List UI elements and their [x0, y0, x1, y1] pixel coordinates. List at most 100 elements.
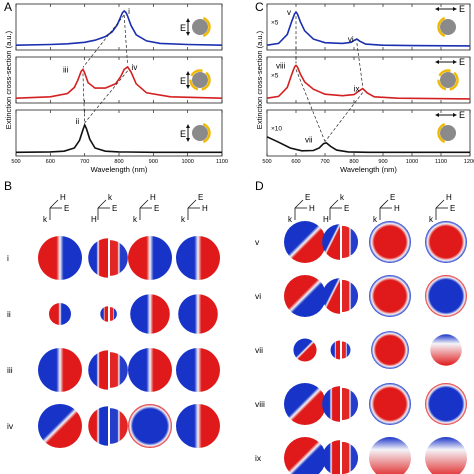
- orientation-icon-axis-label: E: [305, 193, 310, 202]
- x-tick-label: 700: [320, 159, 329, 165]
- x-tick-label: 800: [114, 159, 123, 165]
- orientation-icon-axis-z: [329, 199, 339, 209]
- peak-label: v: [287, 8, 291, 17]
- field-map-half: [88, 238, 108, 278]
- series-line: [15, 65, 223, 99]
- field-map-half: [110, 307, 117, 321]
- series-line: [266, 136, 470, 154]
- mode-connector: [82, 73, 86, 123]
- field-map-half: [342, 341, 351, 359]
- orientation-icon-axis-label: k: [288, 215, 293, 224]
- series-line: [15, 9, 223, 46]
- e-field-label: E: [459, 110, 465, 120]
- plot-frame: [266, 56, 471, 104]
- orientation-icon-axis-z: [187, 199, 197, 209]
- sphere-icon-shell: [202, 122, 211, 144]
- mode-row-label: v: [255, 237, 260, 247]
- mode-row-label: ii: [7, 309, 11, 319]
- peak-label: ii: [76, 117, 80, 126]
- series-line: [15, 122, 222, 154]
- field-map: [284, 275, 326, 317]
- series-line: [266, 10, 471, 47]
- orientation-icon-axis-label: E: [198, 193, 203, 202]
- panel-label-a: A: [4, 0, 12, 14]
- field-map: [284, 437, 326, 474]
- y-axis-label: Extinction cross-section (a.u.): [4, 30, 13, 129]
- mode-row-label: ix: [255, 453, 262, 463]
- e-field-label: E: [459, 4, 465, 14]
- mode-connector: [295, 69, 326, 142]
- orientation-icon-axis-label: H: [394, 204, 400, 213]
- mode-row-label: vii: [255, 345, 263, 355]
- field-map: [38, 348, 82, 392]
- field-map: [293, 338, 317, 362]
- field-map: [430, 334, 462, 366]
- orientation-icon-axis-z: [97, 199, 107, 209]
- sphere-icon-sphere: [192, 125, 208, 141]
- sphere-icon-shell: [202, 16, 211, 38]
- x-axis-label: Wavelength (nm): [91, 165, 148, 174]
- field-map-half: [322, 386, 340, 422]
- field-map: [38, 404, 82, 448]
- orientation-icon-axis-label: k: [133, 215, 138, 224]
- sphere-icon-sphere: [440, 19, 456, 35]
- orientation-icon-axis-label: E: [154, 204, 159, 213]
- orientation-icon-axis-label: k: [340, 193, 345, 202]
- field-map: [176, 236, 220, 280]
- chart-c: ×5 v vi E ×5 viii ix E ×10 vii E 500 600 700 800 900 100…: [255, 3, 474, 174]
- field-map: [128, 348, 172, 392]
- field-map: [369, 275, 411, 317]
- sphere-icon-sphere: [440, 125, 456, 141]
- peak-label: i: [128, 7, 130, 16]
- mode-row-label: iii: [7, 365, 13, 375]
- peak-label: viii: [276, 61, 286, 70]
- mode-connector: [82, 14, 125, 68]
- sphere-icon-shell: [437, 122, 446, 144]
- field-map-half: [110, 408, 128, 444]
- mode-row-label: i: [7, 253, 9, 263]
- orientation-icon-axis-label: E: [112, 204, 117, 213]
- field-map: [178, 294, 218, 334]
- peak-label: vii: [305, 136, 313, 145]
- scale-factor-label: ×5: [271, 20, 279, 27]
- field-map: [425, 275, 467, 317]
- sphere-icon: [192, 72, 208, 88]
- field-map: [38, 236, 82, 280]
- mode-row-label: viii: [255, 399, 265, 409]
- orientation-icon-axis-label: H: [309, 204, 315, 213]
- field-map-half: [322, 278, 340, 314]
- e-field-label: E: [180, 129, 186, 139]
- orientation-icon-axis-z: [139, 199, 149, 209]
- mode-connector: [356, 43, 364, 87]
- orientation-icon-axis-label: E: [344, 204, 349, 213]
- orientation-icon-axis-label: H: [60, 193, 66, 202]
- peak-label: ix: [354, 84, 360, 93]
- orientation-icon-axis-label: H: [91, 215, 97, 224]
- x-tick-label: 700: [80, 159, 89, 165]
- x-tick-label: 1000: [181, 159, 193, 165]
- field-map-half: [342, 387, 359, 421]
- mode-row-label: iv: [7, 421, 14, 431]
- mode-connector: [123, 14, 128, 65]
- y-axis-label: Extinction cross-section (a.u.): [255, 30, 264, 129]
- x-tick-label: 600: [291, 159, 300, 165]
- x-tick-label: 500: [262, 159, 271, 165]
- orientation-icon-axis-label: H: [446, 193, 452, 202]
- field-map: [130, 294, 170, 334]
- series-line: [266, 64, 471, 100]
- orientation-icon-axis-label: H: [150, 193, 156, 202]
- sphere-icon-shell: [437, 16, 446, 38]
- peak-label: iii: [63, 65, 69, 74]
- x-tick-label: 1000: [406, 159, 418, 165]
- orientation-icon-axis-label: k: [373, 215, 378, 224]
- panel-label-b: B: [4, 179, 12, 193]
- orientation-icon-axis-z: [435, 199, 445, 209]
- field-map: [284, 383, 326, 425]
- x-axis-label: Wavelength (nm): [340, 165, 397, 174]
- orientation-icon-axis-label: H: [202, 204, 208, 213]
- sphere-shell-icon: [437, 69, 459, 91]
- e-field-label: E: [180, 23, 186, 33]
